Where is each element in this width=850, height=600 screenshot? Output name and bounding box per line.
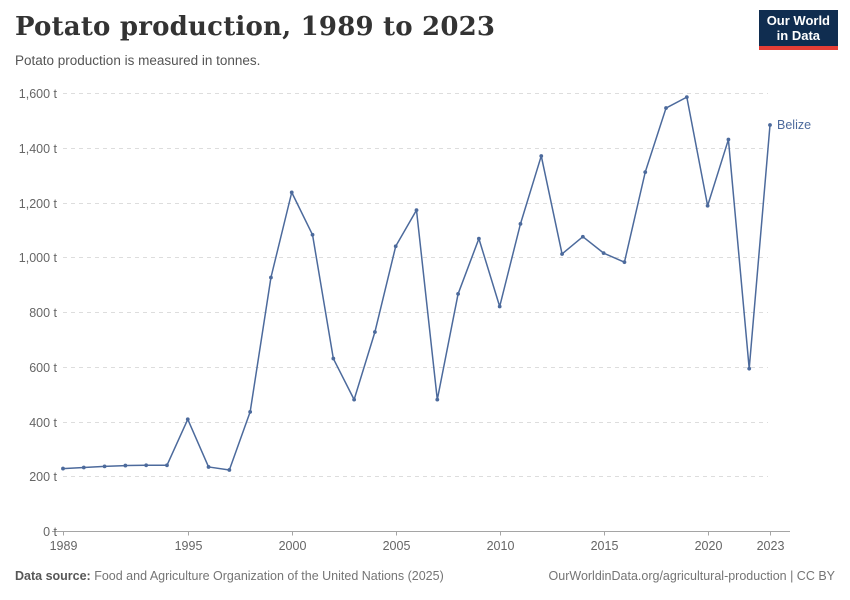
owid-logo[interactable]: Our World in Data [758, 10, 838, 50]
footer: Data source: Food and Agriculture Organi… [15, 569, 835, 583]
data-point[interactable] [393, 244, 398, 249]
data-point[interactable] [123, 463, 128, 468]
data-point[interactable] [206, 465, 211, 469]
x-tick-label: 2015 [591, 539, 619, 553]
datasource-text: Food and Agriculture Organization of the… [94, 569, 444, 583]
x-tick-label: 2020 [695, 539, 723, 553]
page-subtitle: Potato production is measured in tonnes. [15, 53, 261, 68]
x-tick-label: 2005 [383, 539, 411, 553]
data-point[interactable] [373, 330, 377, 334]
data-point[interactable] [664, 106, 668, 110]
data-point[interactable] [456, 292, 460, 296]
footer-credit-link[interactable]: OurWorldinData.org/agricultural-producti… [548, 569, 835, 583]
y-tick-label: 600 t [29, 361, 57, 375]
data-point[interactable] [684, 95, 689, 100]
y-tick-label: 0 t [43, 525, 57, 539]
y-tick-label: 1,200 t [19, 197, 58, 211]
data-point[interactable] [435, 397, 440, 402]
owid-logo-line2: in Data [776, 27, 821, 43]
y-tick-label: 400 t [29, 416, 57, 430]
data-point[interactable] [768, 123, 772, 127]
x-tick-label: 1995 [175, 539, 203, 553]
x-tick-label: 2023 [757, 539, 785, 553]
data-point[interactable] [518, 221, 523, 226]
data-point[interactable] [165, 463, 169, 468]
data-point[interactable] [497, 304, 502, 309]
y-tick-label: 1,400 t [19, 142, 58, 156]
y-tick-label: 1,600 t [19, 87, 58, 101]
data-point[interactable] [414, 208, 419, 213]
data-point[interactable] [81, 465, 86, 470]
x-tick-label: 2010 [487, 539, 515, 553]
data-point[interactable] [580, 234, 585, 239]
datasource-label: Data source: [15, 569, 91, 583]
data-point[interactable] [622, 260, 627, 265]
owid-logo-line1: Our World [766, 13, 830, 28]
data-point[interactable] [601, 251, 606, 256]
data-point[interactable] [643, 170, 648, 175]
data-point[interactable] [269, 275, 273, 280]
data-point[interactable] [539, 154, 544, 158]
y-tick-label: 1,000 t [19, 251, 58, 265]
data-point[interactable] [352, 397, 357, 402]
y-tick-label: 800 t [29, 306, 57, 320]
data-point[interactable] [144, 463, 149, 468]
data-point[interactable] [227, 468, 232, 472]
data-point[interactable] [726, 137, 731, 142]
data-point[interactable] [248, 410, 253, 414]
data-point[interactable] [476, 236, 481, 241]
page-title: Potato production, 1989 to 2023 [15, 12, 496, 42]
data-point[interactable] [747, 366, 752, 371]
line-chart-canvas: 0 t 200 t 400 t 600 t 800 t 1,000 t 1,200 t 1,4… [19, 87, 811, 553]
y-tick-label: 200 t [29, 470, 57, 484]
series-end-label: Belize [777, 118, 811, 132]
data-point[interactable] [560, 252, 564, 256]
series-line-belize[interactable] [62, 96, 771, 471]
x-tick-label: 1989 [50, 539, 78, 553]
footer-datasource: Data source: Food and Agriculture Organi… [15, 569, 444, 583]
data-point[interactable] [705, 203, 710, 208]
data-point[interactable] [61, 466, 65, 471]
data-point[interactable] [102, 464, 107, 469]
x-tick-label: 2000 [279, 539, 307, 553]
data-point[interactable] [289, 190, 294, 195]
data-point[interactable] [185, 417, 190, 422]
data-point[interactable] [310, 232, 315, 237]
data-point[interactable] [331, 356, 336, 361]
